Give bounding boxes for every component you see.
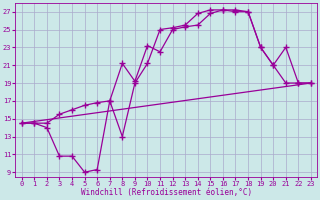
X-axis label: Windchill (Refroidissement éolien,°C): Windchill (Refroidissement éolien,°C) <box>81 188 252 197</box>
